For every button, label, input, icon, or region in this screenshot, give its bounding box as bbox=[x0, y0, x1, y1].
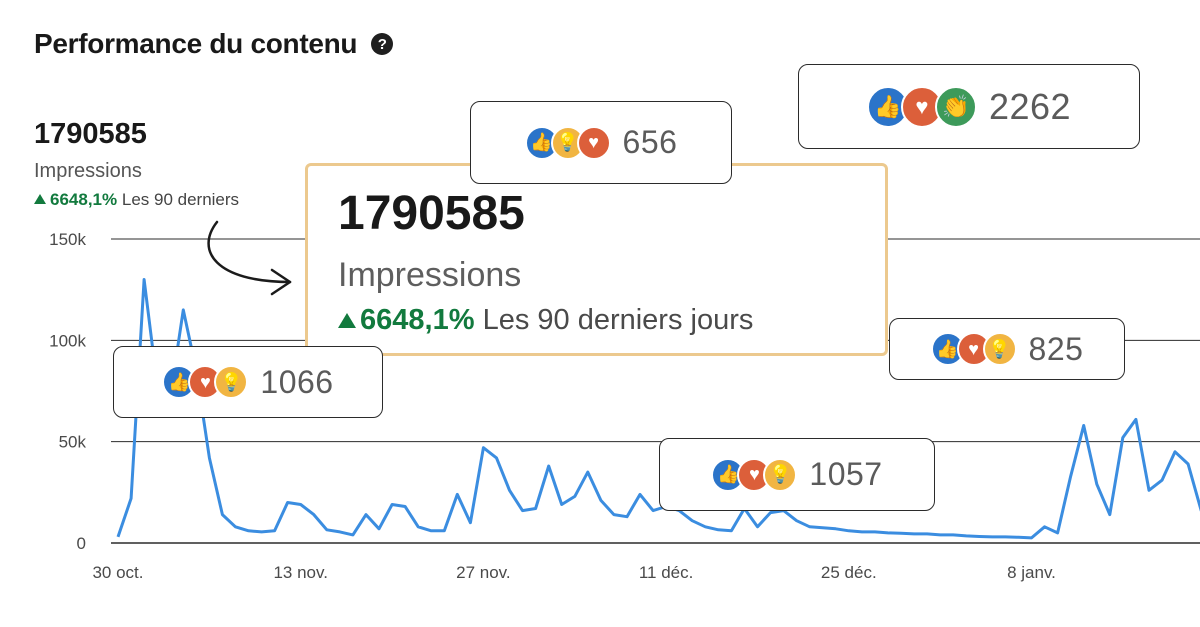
y-tick-label: 0 bbox=[77, 534, 86, 553]
x-axis-labels: 30 oct. 13 nov. 27 nov. 11 déc. 25 déc. 8 jan… bbox=[92, 563, 1056, 582]
tooltip-label: Impressions bbox=[338, 256, 522, 294]
reaction-count: 2262 bbox=[988, 85, 1072, 127]
up-arrow-icon bbox=[34, 194, 46, 204]
up-arrow-icon bbox=[338, 313, 356, 328]
x-tick-label: 30 oct. bbox=[92, 563, 143, 582]
reaction-bubble: 👍 ♥ 💡 1057 bbox=[659, 438, 935, 511]
tooltip-change: 6648,1% Les 90 derniers jours bbox=[338, 304, 753, 337]
celebrate-icon: 👏 bbox=[934, 85, 977, 128]
tooltip-change-period: Les 90 derniers jours bbox=[482, 304, 754, 336]
x-tick-label: 11 déc. bbox=[639, 563, 694, 582]
insight-icon: 💡 bbox=[763, 457, 798, 492]
insight-icon: 💡 bbox=[214, 365, 249, 399]
love-icon: ♥ bbox=[576, 125, 611, 160]
x-tick-label: 8 janv. bbox=[1007, 563, 1056, 582]
tooltip-change-percent: 6648,1% bbox=[360, 304, 475, 336]
question-circle-icon[interactable]: ? bbox=[371, 33, 394, 55]
reaction-count: 656 bbox=[622, 124, 678, 160]
like-icon: 👍 bbox=[930, 332, 965, 366]
impressions-tooltip: 1790585 Impressions 6648,1% Les 90 derni… bbox=[305, 163, 888, 356]
reaction-count: 1066 bbox=[260, 363, 334, 400]
insight-icon: 💡 bbox=[982, 332, 1017, 366]
reaction-bubble: 👍 ♥ 💡 1066 bbox=[113, 346, 383, 418]
like-icon: 👍 bbox=[866, 85, 909, 128]
x-tick-label: 25 déc. bbox=[821, 563, 877, 582]
page-title-text: Performance du contenu bbox=[34, 28, 358, 59]
tooltip-value: 1790585 bbox=[338, 187, 525, 240]
change-period: Les 90 derniers bbox=[121, 190, 240, 209]
impressions-label: Impressions bbox=[34, 160, 142, 182]
reaction-icons: 👍 💡 ♥ bbox=[524, 125, 611, 160]
page-title: Performance du contenu ? bbox=[34, 28, 394, 60]
reaction-icons: 👍 ♥ 👏 bbox=[866, 85, 977, 128]
y-tick-label: 100k bbox=[49, 331, 86, 350]
y-axis-labels: 0 50k 100k 150k bbox=[49, 230, 86, 553]
reaction-bubble: 👍 ♥ 👏 2262 bbox=[798, 64, 1140, 149]
x-tick-label: 13 nov. bbox=[273, 563, 328, 582]
impressions-change: 6648,1% Les 90 derniers bbox=[34, 190, 239, 210]
y-tick-label: 50k bbox=[59, 433, 87, 452]
reaction-count: 825 bbox=[1028, 330, 1084, 367]
curved-arrow-icon bbox=[207, 220, 292, 296]
change-percent: 6648,1% bbox=[50, 190, 118, 209]
reaction-icons: 👍 ♥ 💡 bbox=[711, 457, 798, 492]
reaction-bubble: 👍 ♥ 💡 825 bbox=[889, 318, 1125, 380]
reaction-icons: 👍 ♥ 💡 bbox=[930, 332, 1017, 366]
y-tick-label: 150k bbox=[49, 230, 86, 249]
reaction-bubble: 👍 💡 ♥ 656 bbox=[470, 101, 732, 184]
reaction-icons: 👍 ♥ 💡 bbox=[162, 365, 249, 399]
reaction-count: 1057 bbox=[809, 456, 883, 492]
x-tick-label: 27 nov. bbox=[456, 563, 511, 582]
impressions-value: 1790585 bbox=[34, 118, 147, 150]
